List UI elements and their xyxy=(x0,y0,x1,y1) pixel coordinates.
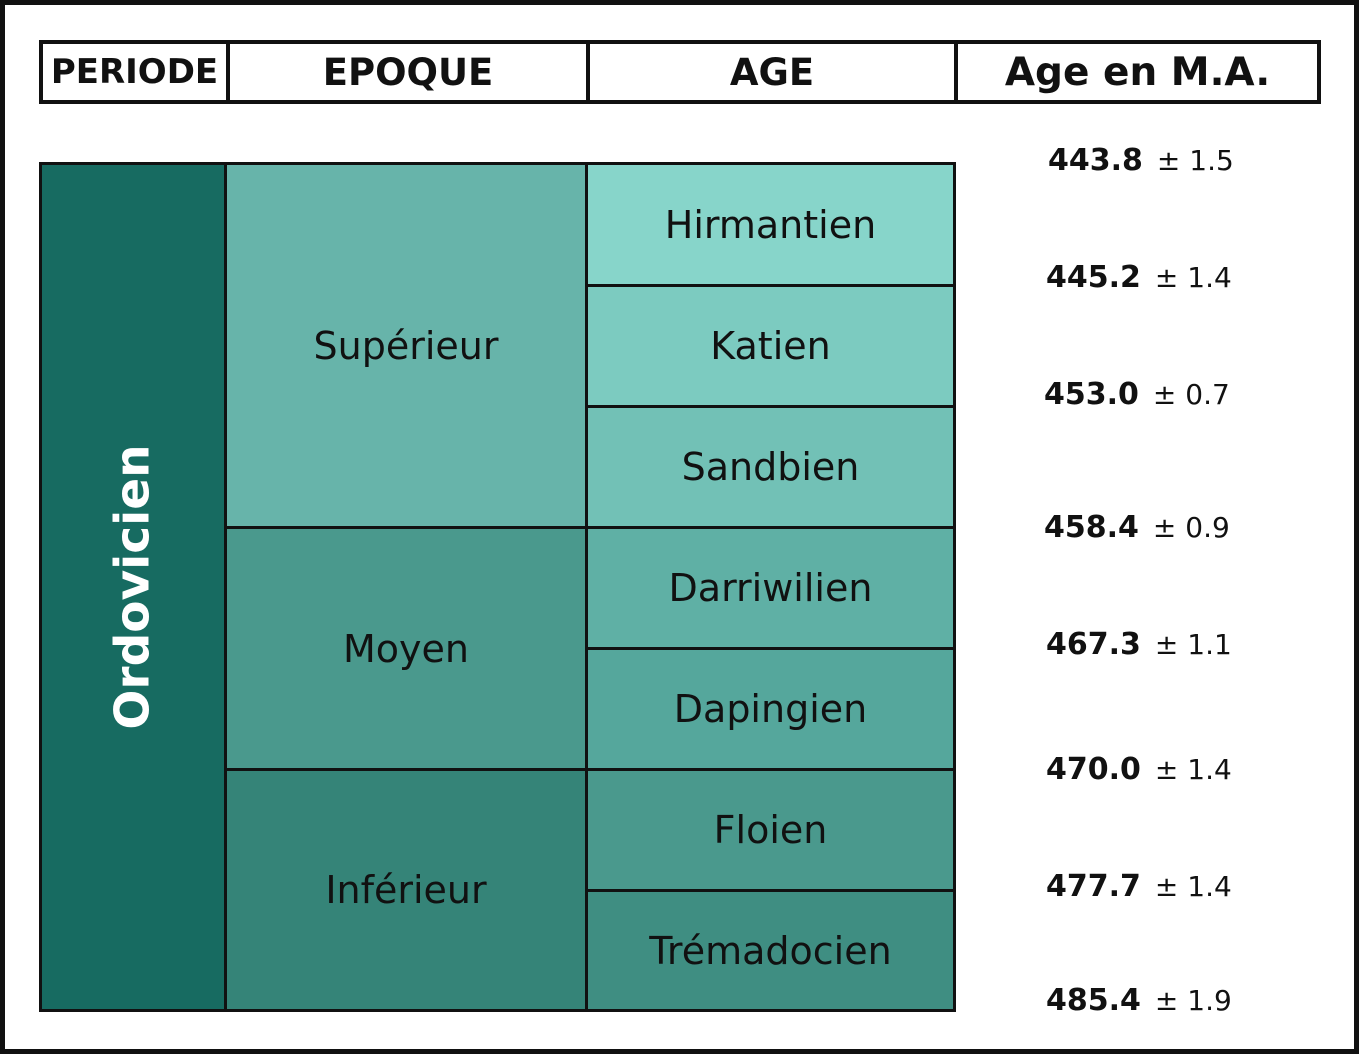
stage-cell-sandbien: Sandbien xyxy=(585,405,956,529)
boundary-error: ± 0.7 xyxy=(1152,378,1230,411)
boundary-age: 453.0 ± 0.7 xyxy=(1044,377,1230,412)
boundary-value: 458.4 xyxy=(1044,510,1139,545)
stage-label: Sandbien xyxy=(681,445,860,489)
stage-cell-darriwilien: Darriwilien xyxy=(585,526,956,650)
boundary-error: ± 1.1 xyxy=(1154,628,1232,661)
header-epoch: EPOQUE xyxy=(230,44,590,100)
stage-cell-katien: Katien xyxy=(585,284,956,408)
boundary-value: 445.2 xyxy=(1046,260,1141,295)
boundary-age: 443.8 ± 1.5 xyxy=(1048,143,1234,178)
boundary-value: 477.7 xyxy=(1046,869,1141,904)
epoch-label: Supérieur xyxy=(313,323,499,368)
header-period: PERIODE xyxy=(43,44,230,100)
stage-cell-hirmantien: Hirmantien xyxy=(585,162,956,287)
period-cell-ordovicien: Ordovicien xyxy=(39,162,227,1012)
period-label: Ordovicien xyxy=(105,444,161,730)
stage-label: Trémadocien xyxy=(649,928,892,973)
stage-label: Dapingien xyxy=(673,687,868,731)
epoch-cell-superieur: Supérieur xyxy=(224,162,588,529)
boundary-age: 445.2 ± 1.4 xyxy=(1046,260,1232,295)
boundary-age: 470.0 ± 1.4 xyxy=(1046,752,1232,787)
stage-cell-floien: Floien xyxy=(585,768,956,892)
boundary-value: 443.8 xyxy=(1048,143,1143,178)
stage-label: Floien xyxy=(713,808,828,852)
boundary-value: 470.0 xyxy=(1046,752,1141,787)
stage-label: Hirmantien xyxy=(664,202,877,247)
boundary-age: 458.4 ± 0.9 xyxy=(1044,510,1230,545)
table-header: PERIODE EPOQUE AGE Age en M.A. xyxy=(39,40,1321,104)
boundary-value: 485.4 xyxy=(1046,983,1141,1018)
epoch-label: Inférieur xyxy=(325,868,487,912)
stage-label: Darriwilien xyxy=(668,566,873,610)
stage-label: Katien xyxy=(710,324,831,368)
header-age: AGE xyxy=(590,44,958,100)
epoch-label: Moyen xyxy=(343,626,469,671)
boundary-age: 467.3 ± 1.1 xyxy=(1046,627,1232,662)
boundary-age: 477.7 ± 1.4 xyxy=(1046,869,1232,904)
boundary-value: 453.0 xyxy=(1044,377,1139,412)
boundary-error: ± 1.9 xyxy=(1154,984,1232,1017)
epoch-cell-moyen: Moyen xyxy=(224,526,588,771)
boundary-error: ± 0.9 xyxy=(1152,511,1230,544)
boundary-error: ± 1.5 xyxy=(1156,144,1234,177)
boundary-age: 485.4 ± 1.9 xyxy=(1046,983,1232,1018)
header-age-ma: Age en M.A. xyxy=(1004,49,1271,95)
stage-cell-dapingien: Dapingien xyxy=(585,647,956,771)
stage-cell-tremadocien: Trémadocien xyxy=(585,889,956,1012)
epoch-cell-inferieur: Inférieur xyxy=(224,768,588,1012)
boundary-error: ± 1.4 xyxy=(1154,870,1232,903)
boundary-error: ± 1.4 xyxy=(1154,753,1232,786)
boundary-value: 467.3 xyxy=(1046,627,1141,662)
boundary-error: ± 1.4 xyxy=(1154,261,1232,294)
